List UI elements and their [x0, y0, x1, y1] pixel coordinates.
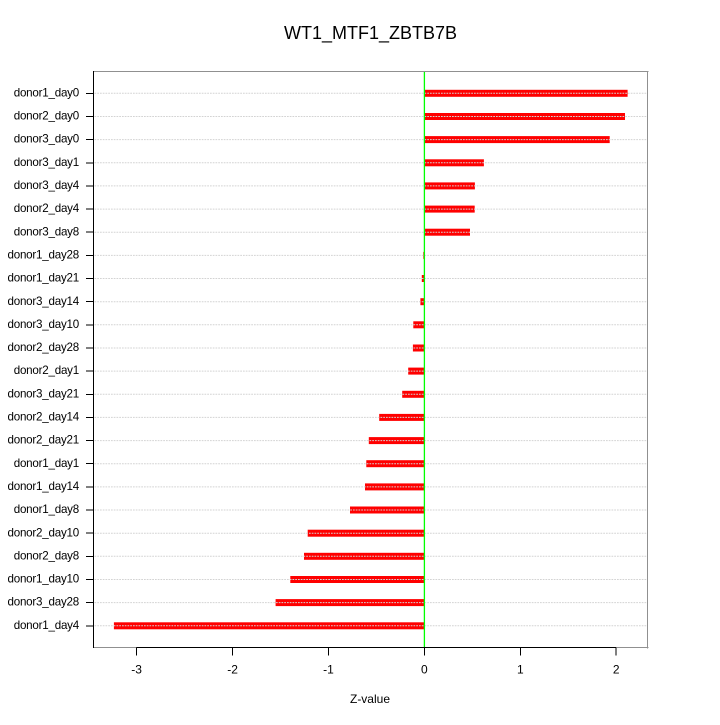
svg-text:donor2_day21: donor2_day21: [8, 434, 80, 447]
svg-text:donor2_day0: donor2_day0: [14, 110, 79, 123]
svg-text:donor3_day0: donor3_day0: [14, 133, 79, 146]
svg-text:donor3_day21: donor3_day21: [8, 387, 80, 400]
svg-text:0: 0: [421, 663, 428, 677]
svg-text:donor2_day10: donor2_day10: [8, 526, 80, 539]
svg-text:donor3_day14: donor3_day14: [8, 295, 80, 308]
svg-text:1: 1: [517, 663, 524, 677]
svg-text:donor2_day1: donor2_day1: [14, 364, 79, 377]
svg-text:donor3_day28: donor3_day28: [8, 596, 80, 609]
svg-text:donor1_day1: donor1_day1: [14, 457, 79, 470]
svg-text:donor2_day28: donor2_day28: [8, 341, 80, 354]
svg-text:donor1_day4: donor1_day4: [14, 619, 80, 632]
svg-text:donor1_day14: donor1_day14: [8, 480, 80, 493]
svg-text:donor1_day8: donor1_day8: [14, 503, 79, 516]
svg-text:donor2_day4: donor2_day4: [14, 202, 80, 215]
svg-text:donor2_day8: donor2_day8: [14, 549, 79, 562]
svg-text:2: 2: [613, 663, 620, 677]
svg-text:donor1_day10: donor1_day10: [8, 573, 80, 586]
svg-text:donor3_day8: donor3_day8: [14, 225, 79, 238]
svg-text:WT1_MTF1_ZBTB7B: WT1_MTF1_ZBTB7B: [284, 23, 457, 44]
svg-text:donor1_day21: donor1_day21: [8, 272, 80, 285]
svg-text:-3: -3: [131, 663, 142, 677]
svg-text:donor1_day0: donor1_day0: [14, 86, 79, 99]
svg-text:Z-value: Z-value: [350, 692, 390, 706]
svg-text:donor3_day10: donor3_day10: [8, 318, 80, 331]
svg-text:donor2_day14: donor2_day14: [8, 411, 80, 424]
svg-text:donor3_day1: donor3_day1: [14, 156, 79, 169]
svg-text:donor3_day4: donor3_day4: [14, 179, 80, 192]
svg-text:-1: -1: [323, 663, 334, 677]
svg-text:donor1_day28: donor1_day28: [8, 249, 80, 262]
svg-text:-2: -2: [227, 663, 238, 677]
